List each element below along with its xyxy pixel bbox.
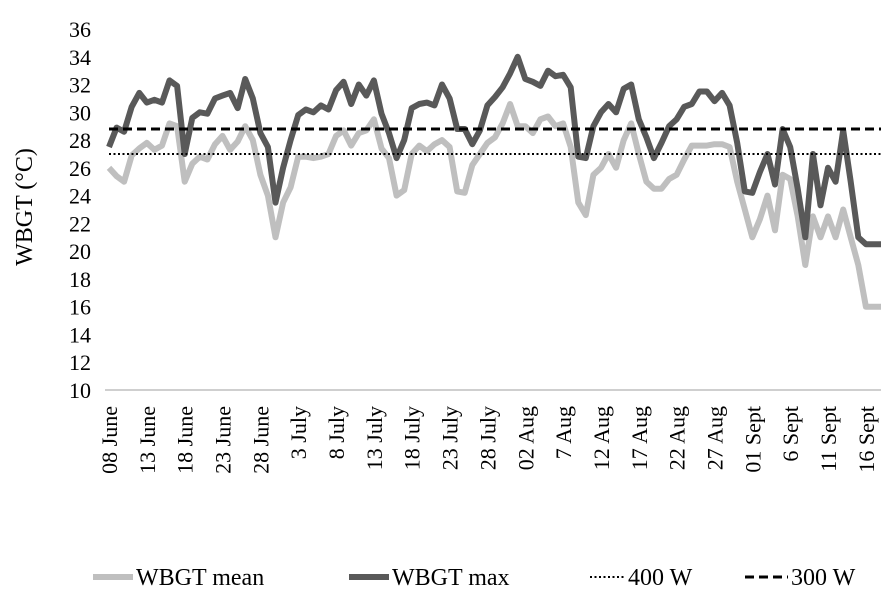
x-tick-label: 18 July [400,406,425,470]
x-axis-ticks: 08 June 13 June 18 June 23 June 28 June 3 Jul… [97,406,879,474]
x-tick-label: 13 June [135,406,160,474]
x-tick-label: 22 Aug [665,406,690,470]
x-tick-label: 27 Aug [702,406,727,470]
y-tick-label: 32 [69,73,91,98]
x-tick-label: 28 July [475,406,500,470]
y-tick-label: 34 [69,45,91,70]
x-tick-label: 6 Sept [778,406,803,462]
x-tick-label: 11 Sept [816,406,841,472]
x-tick-label: 3 July [286,406,311,459]
y-tick-label: 14 [69,322,91,347]
y-tick-label: 18 [69,267,91,292]
x-tick-label: 23 July [438,406,463,470]
y-tick-label: 30 [69,100,91,125]
legend-label-1: WBGT max [392,565,510,591]
y-axis-title: WBGT (°C) [12,148,38,266]
series-lines [106,53,881,310]
x-tick-label: 08 June [97,406,122,474]
x-tick-label: 7 Aug [551,406,576,459]
x-tick-label: 13 July [362,406,387,470]
legend-label-0: WBGT mean [136,565,264,591]
y-tick-label: 36 [69,17,91,42]
y-tick-label: 28 [69,128,91,153]
y-tick-label: 22 [69,211,91,236]
series-line-1 [106,53,881,248]
x-tick-label: 28 June [248,406,273,474]
legend-label-2: 400 W [628,565,693,591]
x-tick-label: 8 July [324,406,349,459]
y-tick-label: 20 [69,239,91,264]
y-tick-label: 26 [69,156,91,181]
series-line-0 [106,101,881,310]
y-tick-label: 16 [69,295,91,320]
x-tick-label: 12 Aug [589,406,614,470]
legend-label-3: 300 W [791,565,856,591]
y-tick-label: 12 [69,350,91,375]
x-tick-label: 18 June [173,406,198,474]
x-tick-label: 17 Aug [627,406,652,470]
y-tick-label: 24 [69,184,91,209]
x-tick-label: 16 Sept [854,406,879,473]
x-tick-label: 01 Sept [740,406,765,473]
x-tick-label: 23 June [211,406,236,474]
legend: WBGT mean WBGT max 400 W 300 W [93,565,856,591]
x-tick-label: 02 Aug [513,406,538,470]
y-tick-label: 10 [69,378,91,403]
